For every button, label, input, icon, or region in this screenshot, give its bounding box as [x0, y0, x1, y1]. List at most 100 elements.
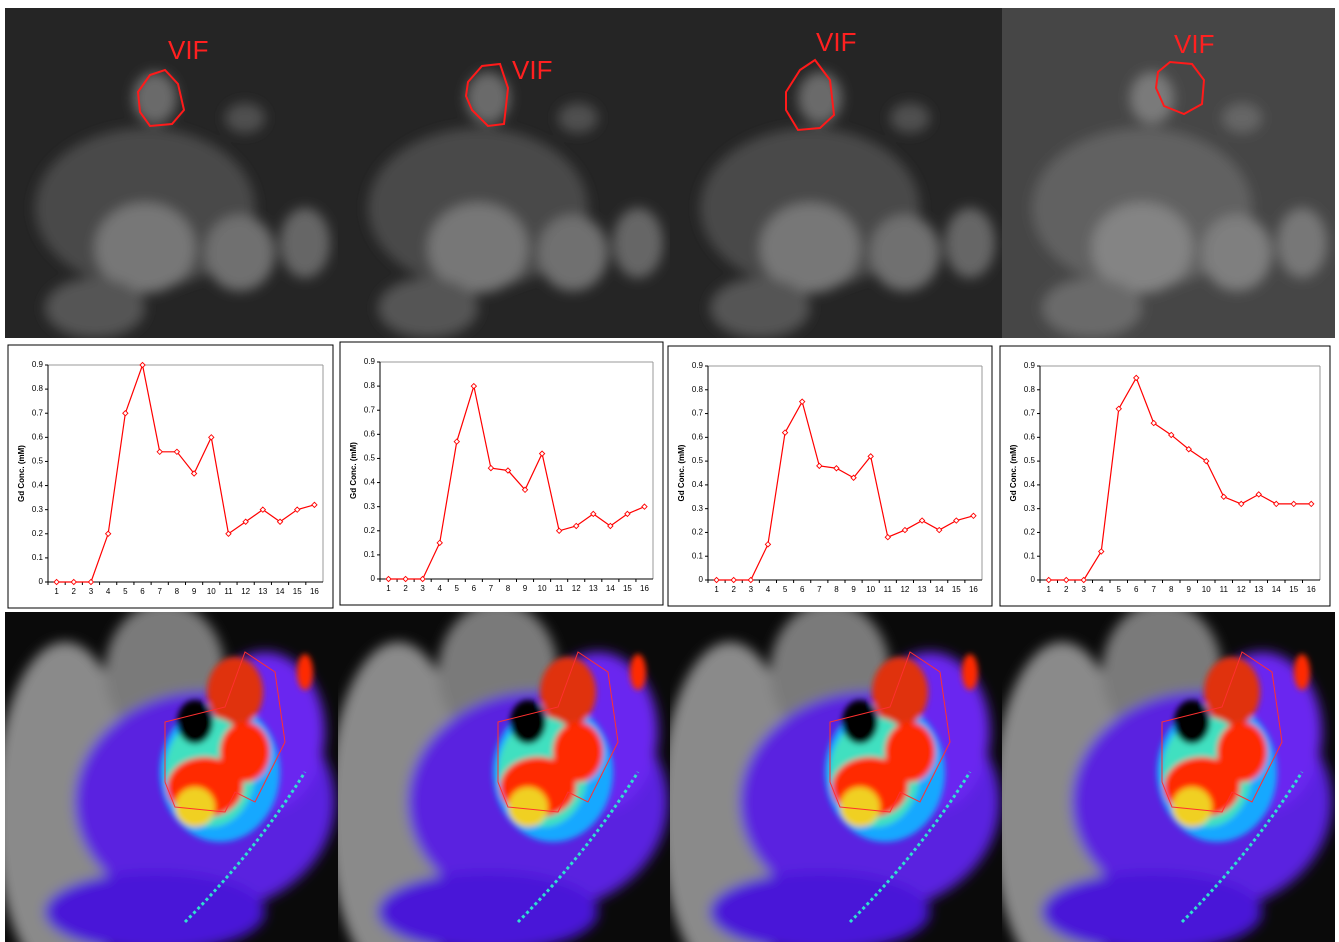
- y-tick-label: 0.4: [1024, 480, 1036, 489]
- x-tick-label: 16: [969, 585, 978, 594]
- x-tick-label: 8: [175, 587, 180, 596]
- y-tick-label: 0.9: [364, 357, 376, 366]
- x-tick-label: 14: [1272, 585, 1281, 594]
- x-tick-label: 5: [455, 584, 460, 593]
- x-tick-label: 11: [1220, 585, 1229, 594]
- x-tick-label: 9: [851, 585, 856, 594]
- x-tick-label: 2: [403, 584, 408, 593]
- x-tick-label: 16: [1307, 585, 1316, 594]
- y-tick-label: 0: [371, 574, 376, 583]
- y-tick-label: 0.8: [32, 384, 44, 393]
- y-tick-label: 0.1: [32, 553, 44, 562]
- y-tick-label: 0.6: [32, 432, 44, 441]
- y-tick-label: 0.3: [32, 505, 44, 514]
- y-axis-label: Gd Conc. (mM): [17, 445, 26, 502]
- x-tick-label: 3: [1082, 585, 1087, 594]
- y-tick-label: 0.3: [692, 504, 704, 513]
- x-tick-label: 4: [106, 587, 111, 596]
- x-tick-label: 10: [866, 585, 875, 594]
- y-tick-label: 0.1: [692, 551, 704, 560]
- y-axis-label: Gd Conc. (mM): [677, 444, 686, 501]
- x-tick-label: 14: [935, 585, 944, 594]
- y-tick-label: 0.2: [1024, 528, 1036, 537]
- x-tick-label: 12: [900, 585, 909, 594]
- chart-frame: [8, 345, 333, 608]
- x-tick-label: 14: [276, 587, 285, 596]
- x-tick-label: 2: [72, 587, 77, 596]
- y-tick-label: 0.6: [364, 429, 376, 438]
- chart-frame: [668, 346, 992, 606]
- y-tick-label: 0.5: [364, 454, 376, 463]
- y-tick-label: 0.5: [1024, 456, 1036, 465]
- y-tick-label: 0.9: [692, 361, 704, 370]
- x-tick-label: 13: [918, 585, 927, 594]
- x-tick-label: 14: [606, 584, 615, 593]
- vif-label: VIF: [168, 35, 208, 65]
- y-tick-label: 0.7: [692, 409, 704, 418]
- y-tick-label: 0.8: [1024, 385, 1036, 394]
- x-tick-label: 11: [555, 584, 564, 593]
- x-tick-label: 7: [157, 587, 162, 596]
- y-tick-label: 0.1: [1024, 551, 1036, 560]
- x-tick-label: 4: [766, 585, 771, 594]
- y-tick-label: 0: [1031, 575, 1036, 584]
- x-tick-label: 12: [572, 584, 581, 593]
- x-tick-label: 3: [749, 585, 754, 594]
- x-tick-label: 10: [207, 587, 216, 596]
- x-tick-label: 2: [731, 585, 736, 594]
- x-tick-label: 9: [523, 584, 528, 593]
- x-tick-label: 15: [1289, 585, 1298, 594]
- y-axis-label: Gd Conc. (mM): [349, 442, 358, 499]
- x-tick-label: 9: [1187, 585, 1192, 594]
- x-tick-label: 5: [783, 585, 788, 594]
- x-tick-label: 6: [1134, 585, 1139, 594]
- x-tick-label: 2: [1064, 585, 1069, 594]
- perfusion-map: [660, 602, 1003, 942]
- y-tick-label: 0.9: [1024, 361, 1036, 370]
- y-tick-label: 0.2: [32, 529, 44, 538]
- y-tick-label: 0: [699, 575, 704, 584]
- y-tick-label: 0: [39, 577, 44, 586]
- y-tick-label: 0.7: [32, 408, 44, 417]
- chart-frame: [340, 342, 663, 605]
- x-tick-label: 11: [224, 587, 233, 596]
- x-tick-label: 10: [1202, 585, 1211, 594]
- y-tick-label: 0.5: [692, 456, 704, 465]
- x-tick-label: 16: [310, 587, 319, 596]
- y-tick-label: 0.2: [364, 526, 376, 535]
- y-tick-label: 0.5: [32, 457, 44, 466]
- x-tick-label: 6: [140, 587, 145, 596]
- x-tick-label: 11: [884, 585, 893, 594]
- x-tick-label: 4: [1099, 585, 1104, 594]
- x-tick-label: 8: [834, 585, 839, 594]
- mri-image: [338, 8, 671, 338]
- image-tint: [1002, 8, 1335, 338]
- x-tick-label: 1: [54, 587, 59, 596]
- y-axis-label: Gd Conc. (mM): [1009, 444, 1018, 501]
- x-tick-label: 15: [952, 585, 961, 594]
- x-tick-label: 4: [437, 584, 442, 593]
- x-tick-label: 15: [623, 584, 632, 593]
- x-tick-label: 1: [1047, 585, 1052, 594]
- mri-image: [670, 8, 1003, 338]
- x-tick-label: 8: [506, 584, 511, 593]
- perfusion-map: [0, 602, 338, 942]
- figure: VIF VIF VIF VIF 00.10.20.30.40.50.60.70.…: [0, 0, 1339, 942]
- x-tick-label: 1: [714, 585, 719, 594]
- x-tick-label: 15: [293, 587, 302, 596]
- x-tick-label: 13: [258, 587, 267, 596]
- vif-label: VIF: [816, 27, 856, 57]
- y-tick-label: 0.8: [364, 381, 376, 390]
- y-tick-label: 0.6: [1024, 432, 1036, 441]
- x-tick-label: 5: [1117, 585, 1122, 594]
- perfusion-map: [328, 602, 671, 942]
- x-tick-label: 7: [817, 585, 822, 594]
- x-tick-label: 6: [472, 584, 477, 593]
- x-tick-label: 12: [241, 587, 250, 596]
- perfusion-map: [992, 602, 1335, 942]
- x-tick-label: 8: [1169, 585, 1174, 594]
- y-tick-label: 0.1: [364, 550, 376, 559]
- y-tick-label: 0.9: [32, 360, 44, 369]
- x-tick-label: 5: [123, 587, 128, 596]
- chart-frame: [1000, 346, 1330, 606]
